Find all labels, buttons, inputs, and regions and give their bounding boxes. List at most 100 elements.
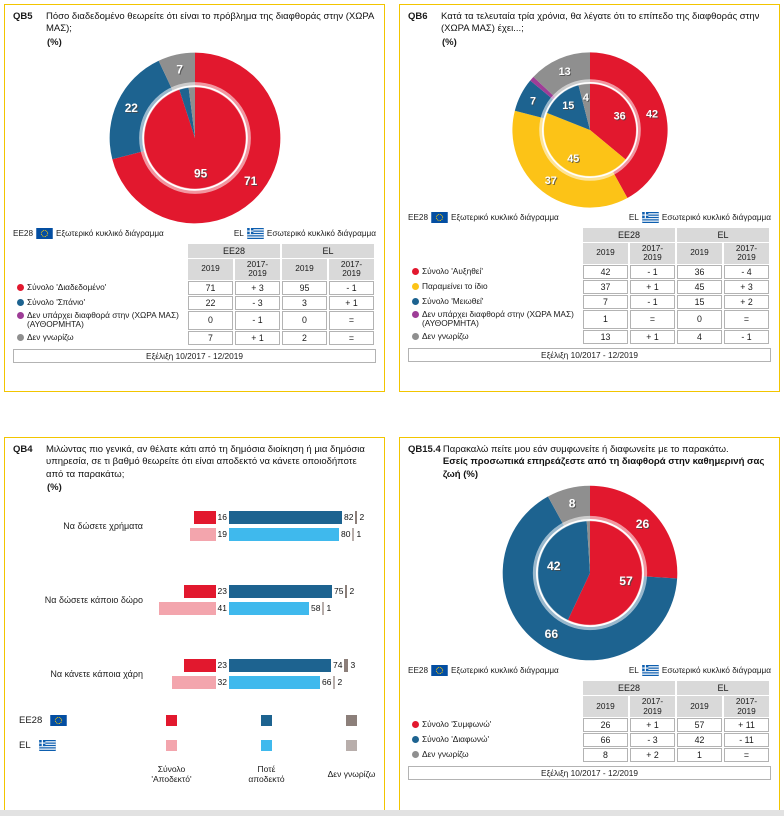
value-cell: + 1 — [629, 718, 675, 733]
legend-row-el: EL — [19, 740, 124, 752]
row-legend-cell: Σύνολο 'Συμφωνώ' — [410, 718, 581, 732]
row-legend-cell: Σύνολο 'Μειωθεί' — [410, 295, 581, 309]
qb5-title: Πόσο διαδεδομένο θεωρείτε ότι είναι το π… — [46, 11, 374, 35]
value-cell: = — [723, 748, 769, 763]
qb15-title-bold: Εσείς προσωπικά επηρεάζεστε από τη διαφθ… — [442, 456, 765, 480]
category-label: Σύνολο 'Διαδεδομένο' — [27, 281, 107, 292]
qb5-EL-slice-1 — [178, 87, 195, 138]
bar-segment — [229, 676, 320, 690]
legend-ee28-outer: EE28 Εξωτερικό κυκλικό διάγραμμα — [408, 211, 559, 223]
column-group-header: EL — [281, 243, 374, 258]
inner-circle-label: Εσωτερικό κυκλικό διάγραμμα — [661, 666, 771, 676]
bar-value-label: 1 — [324, 602, 334, 616]
qb6-EL-value-label: 36 — [614, 111, 626, 123]
legend-swatch-accept-ee28 — [166, 715, 177, 727]
category-label: Δεν γνωρίζω — [422, 749, 469, 760]
value-cell: - 1 — [234, 310, 280, 330]
table-row: Δεν γνωρίζω 8 + 2 1 = — [410, 748, 769, 763]
bar-rows: 16 82 2 19 80 1 — [153, 511, 376, 542]
qb6-EE28-value-label: 37 — [545, 176, 557, 188]
value-cell: 71 — [187, 280, 233, 295]
value-cell: 42 — [582, 264, 628, 279]
row-legend-cell: Δεν υπάρχει διαφθορά στην (ΧΩΡΑ ΜΑΣ) (ΑΥ… — [410, 309, 581, 329]
bar-segment — [171, 676, 216, 690]
qb6-title: Κατά τα τελευταία τρία χρόνια, θα λέγατε… — [441, 11, 760, 35]
value-cell: 7 — [187, 330, 233, 345]
legend-caption-never: Ποτέ αποδεκτό — [248, 764, 285, 784]
value-cell: + 1 — [234, 330, 280, 345]
legend-swatch-never-ee28 — [261, 715, 272, 727]
column-subheader: 2019 — [187, 258, 233, 280]
bar-value-label: 2 — [347, 585, 357, 599]
value-cell: 42 — [676, 733, 722, 748]
table-group-header-row: EE28 EL — [410, 681, 769, 696]
bar-segment — [355, 511, 358, 525]
inner-circle-label: Εσωτερικό κυκλικό διάγραμμα — [266, 228, 376, 238]
value-cell: 57 — [676, 718, 722, 733]
bar-segment — [229, 602, 309, 616]
category-dot — [412, 736, 419, 744]
value-cell: 13 — [582, 329, 628, 344]
value-cell: 45 — [676, 279, 722, 294]
results-table: EE28 EL 2019 2017- 2019 2019 2017- 2019 Σύνολο… — [408, 680, 771, 763]
column-group-header: EL — [676, 681, 769, 696]
table-row: Παραμείνει το ίδιο 37 + 1 45 + 3 — [410, 279, 769, 294]
value-cell: 1 — [676, 748, 722, 763]
column-subheader: 2019 — [582, 696, 628, 718]
column-subheader: 2019 — [676, 242, 722, 264]
qb6-EE28-value-label: 7 — [530, 96, 536, 108]
table-row: Δεν υπάρχει διαφθορά στην (ΧΩΡΑ ΜΑΣ) (ΑΥ… — [410, 309, 769, 329]
blank-cell — [410, 681, 581, 695]
category-dot — [412, 310, 419, 318]
results-table: EE28 EL 2019 2017- 2019 2019 2017- 2019 Σύνολο… — [13, 243, 376, 346]
row-legend-cell: Σύνολο 'Σπάνιο' — [15, 296, 186, 310]
qb15-evolution-note: Εξέλιξη 10/2017 - 12/2019 — [408, 766, 771, 781]
row-legend-cell: Σύνολο 'Αυξηθεί' — [410, 265, 581, 279]
column-group-header: EE28 — [582, 681, 675, 696]
value-cell: 3 — [281, 295, 327, 310]
qb5-EE28-value-label: 71 — [244, 174, 258, 188]
qb6-ring-legend: EE28 Εξωτερικό κυκλικό διάγραμμα EL Εσωτ… — [408, 211, 771, 223]
value-cell: 2 — [281, 330, 327, 345]
legend-el-inner: EL Εσωτερικό κυκλικό διάγραμμα — [629, 665, 771, 677]
bar-segment — [189, 528, 216, 542]
bar-group: Να δώσετε χρήματα 16 82 2 19 80 1 — [13, 511, 376, 542]
value-cell: 0 — [676, 309, 722, 329]
bar-segment — [352, 528, 355, 542]
qb6-EL-slice-4 — [577, 83, 590, 130]
bar-value-label: 82 — [342, 511, 356, 525]
category-label: Δεν υπάρχει διαφθορά στην (ΧΩΡΑ ΜΑΣ) (ΑΥ… — [27, 309, 179, 330]
value-cell: 36 — [676, 264, 722, 279]
bar-category-label: Να δώσετε χρήματα — [63, 521, 143, 532]
value-cell: - 1 — [723, 329, 769, 344]
column-subheader: 2017- 2019 — [629, 696, 675, 718]
value-cell: - 1 — [629, 264, 675, 279]
qb15-EE28-value-label: 66 — [545, 628, 559, 642]
table-row: Σύνολο 'Μειωθεί' 7- 1 15 + 2 — [410, 294, 769, 309]
category-dot — [412, 282, 419, 290]
qb5-donut-chart: 71 71 22 22 7 7 95 95 — [13, 50, 376, 226]
el-label: EL — [628, 212, 639, 222]
qb6-EL-value-label: 4 — [583, 93, 589, 105]
ring-separator — [538, 78, 641, 181]
qb15-EL-value-label: 42 — [548, 560, 562, 574]
category-dot — [17, 298, 24, 306]
qb5-header: QB5 Πόσο διαδεδομένο θεωρείτε ότι είναι … — [13, 11, 376, 36]
bar-segment — [193, 511, 216, 525]
ring-separator — [138, 81, 251, 194]
category-label: Σύνολο 'Αυξηθεί' — [422, 265, 483, 276]
qb6-EL-value-label: 45 — [568, 153, 580, 165]
qb6-EE28-value-label: 42 — [645, 108, 657, 120]
blank-cell — [410, 243, 581, 264]
legend-swatch-dk-ee28 — [346, 715, 357, 727]
bar-row-EL: 19 80 1 — [153, 528, 376, 542]
row-legend-cell: Δεν γνωρίζω — [410, 748, 581, 762]
qb6-EL-value-label: 4 — [582, 92, 588, 104]
bar-segment — [229, 511, 342, 525]
qb15-EE28-value-label: 8 — [569, 497, 576, 511]
qb5-ring-legend: EE28 Εξωτερικό κυκλικό διάγραμμα EL Εσωτ… — [13, 227, 376, 239]
qb15-EL-slice-1 — [537, 520, 590, 621]
qb4-bar-chart: Να δώσετε χρήματα 16 82 2 19 80 1 Να δώσετε κάπ… — [13, 511, 376, 690]
